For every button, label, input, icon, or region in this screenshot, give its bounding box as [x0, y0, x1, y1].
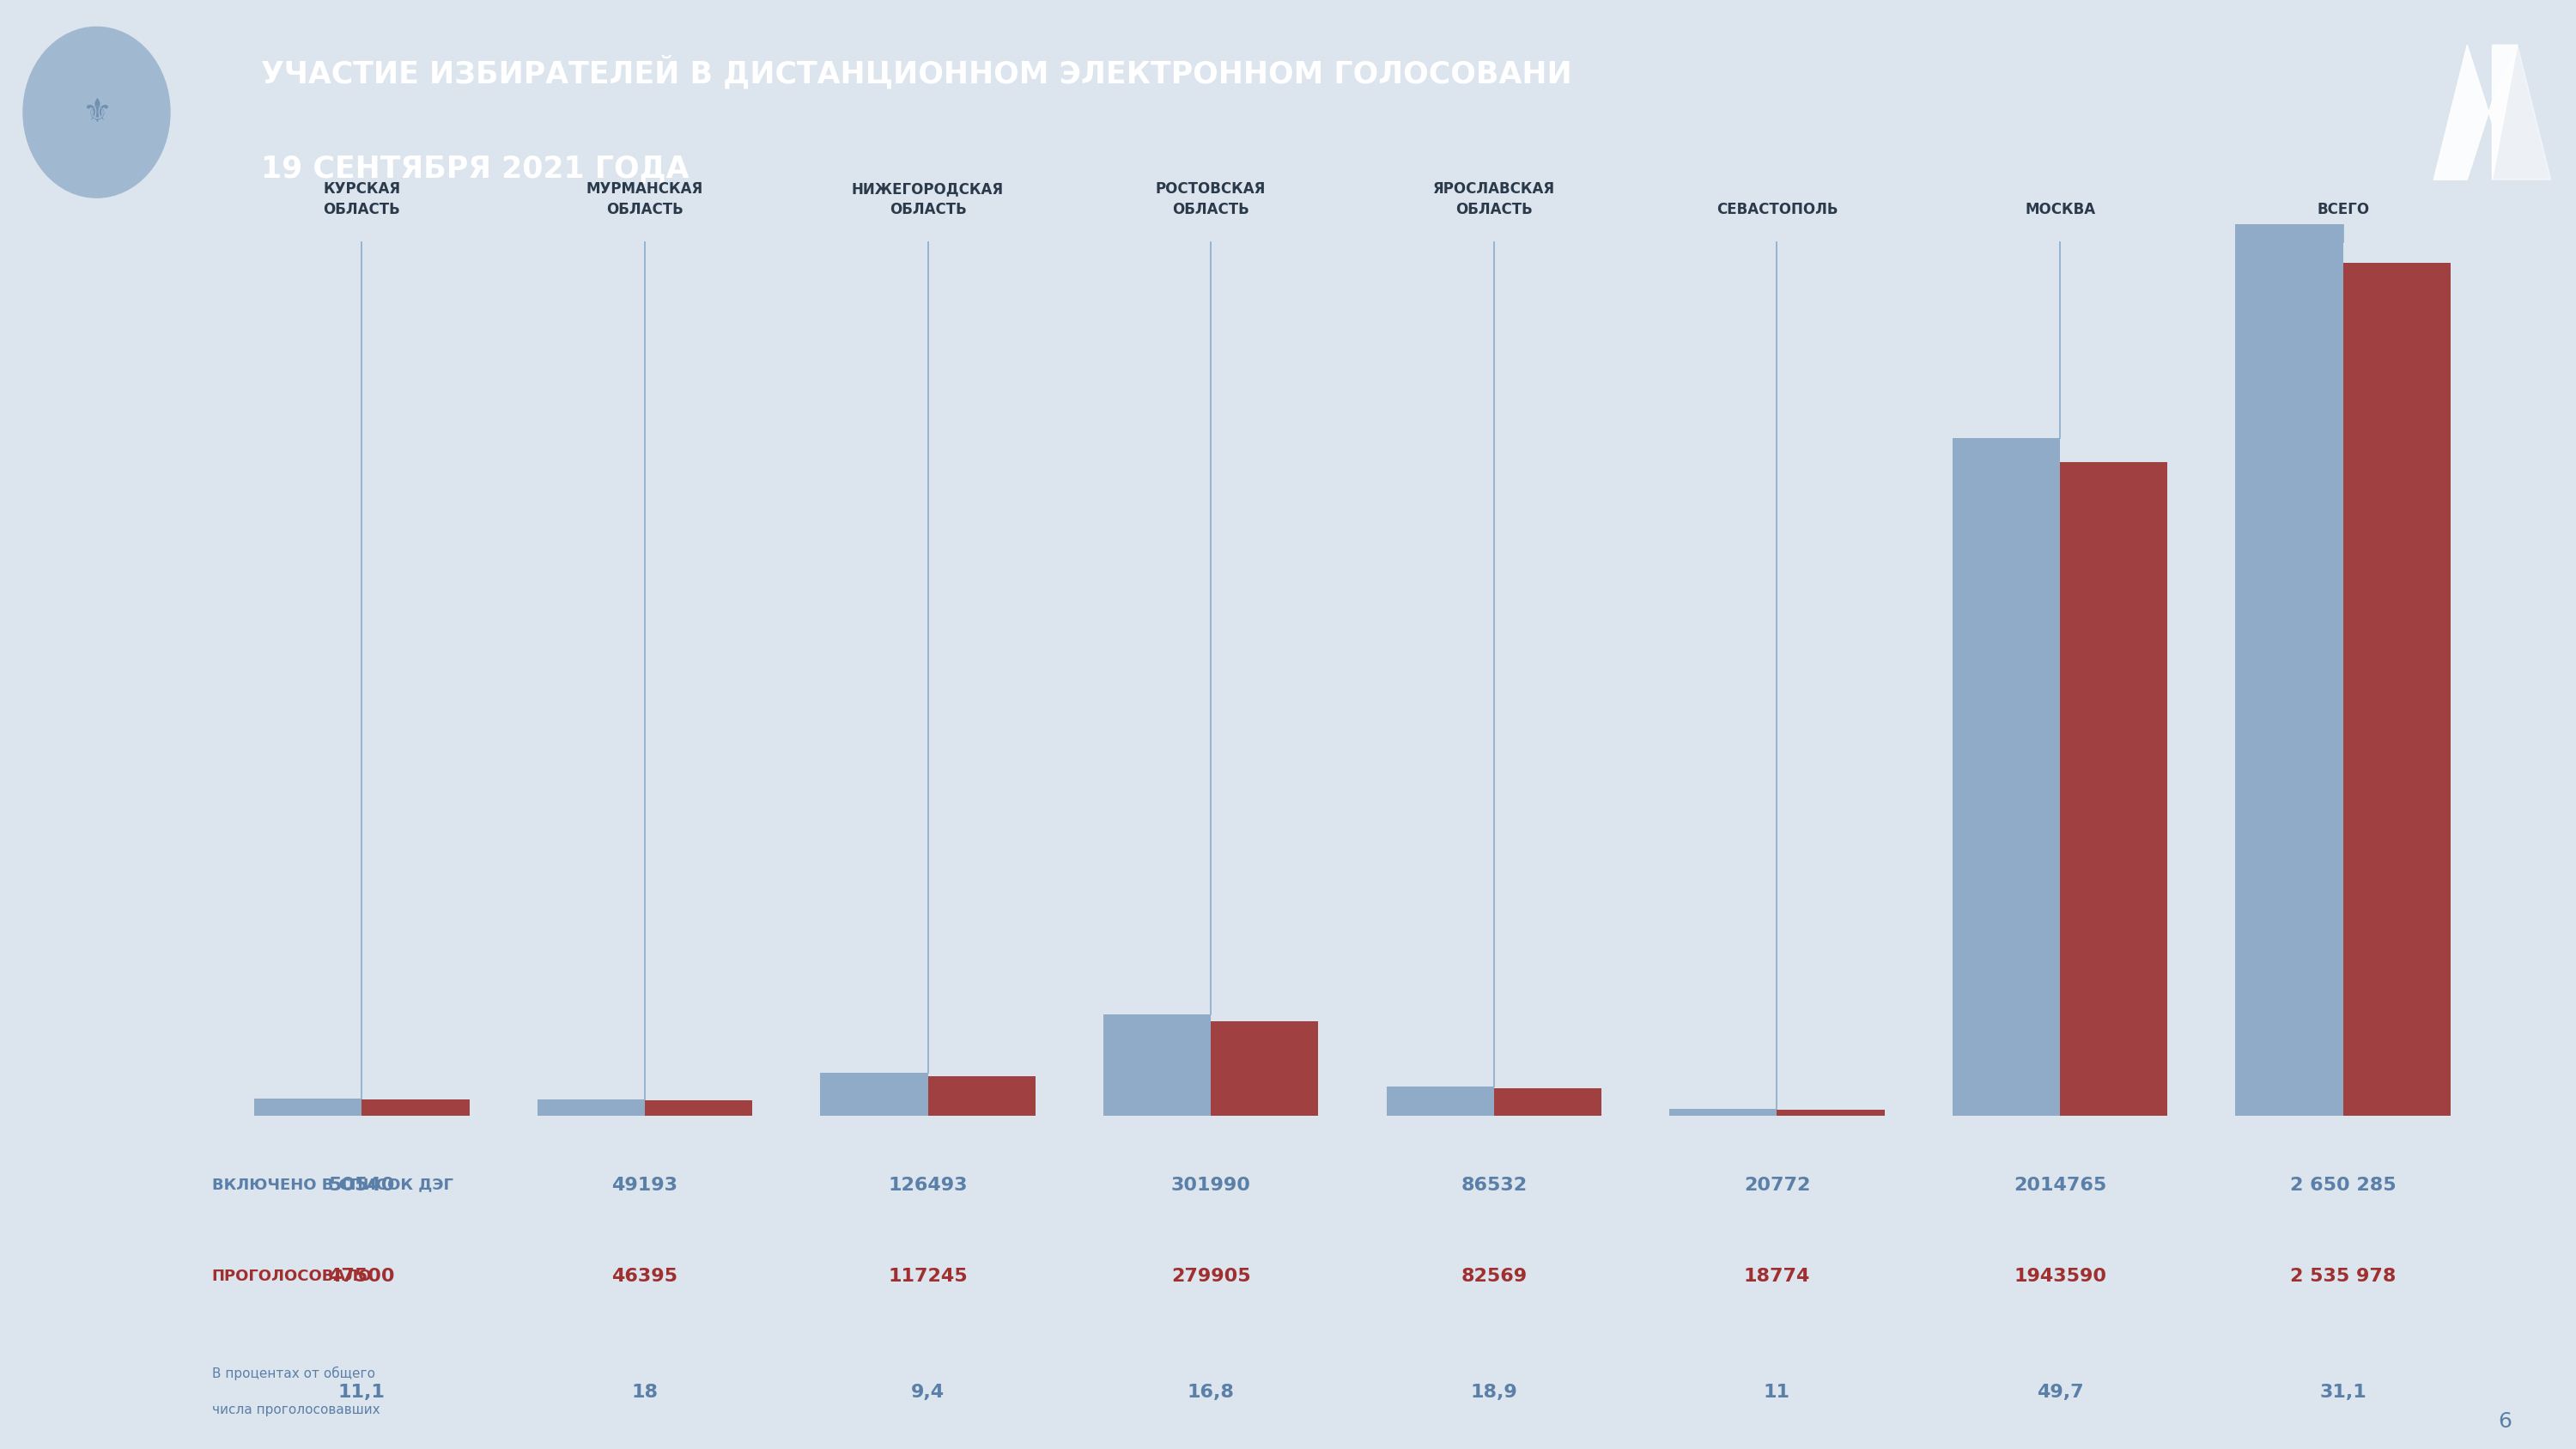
Bar [1953, 438, 2061, 1116]
Text: 49,7: 49,7 [2038, 1384, 2084, 1401]
Text: 2 650 285: 2 650 285 [2290, 1177, 2396, 1194]
Text: 9,4: 9,4 [912, 1384, 945, 1401]
Polygon shape [2434, 45, 2517, 180]
Text: МУРМАНСКАЯ
ОБЛАСТЬ: МУРМАНСКАЯ ОБЛАСТЬ [587, 181, 703, 217]
Bar [361, 1100, 469, 1116]
Text: ЯРОСЛАВСКАЯ
ОБЛАСТЬ: ЯРОСЛАВСКАЯ ОБЛАСТЬ [1432, 181, 1556, 217]
Text: 47500: 47500 [330, 1268, 394, 1285]
Bar [1103, 1014, 1211, 1116]
Bar [1777, 1110, 1886, 1116]
Bar [1211, 1022, 1319, 1116]
Text: 11,1: 11,1 [337, 1384, 386, 1401]
Text: 46395: 46395 [611, 1268, 677, 1285]
Bar [644, 1100, 752, 1116]
Text: ⚜: ⚜ [82, 96, 111, 129]
Text: 49193: 49193 [611, 1177, 677, 1194]
Bar [1494, 1088, 1602, 1116]
Text: УЧАСТИЕ ИЗБИРАТЕЛЕЙ В ДИСТАНЦИОННОМ ЭЛЕКТРОННОМ ГОЛОСОВАНИ: УЧАСТИЕ ИЗБИРАТЕЛЕЙ В ДИСТАНЦИОННОМ ЭЛЕК… [260, 55, 1571, 88]
Bar [538, 1100, 644, 1116]
Text: 19 СЕНТЯБРЯ 2021 ГОДА: 19 СЕНТЯБРЯ 2021 ГОДА [260, 154, 690, 183]
Text: 2014765: 2014765 [2014, 1177, 2107, 1194]
Text: 82569: 82569 [1461, 1268, 1528, 1285]
Text: 11: 11 [1765, 1384, 1790, 1401]
Bar [2061, 462, 2166, 1116]
Text: 18,9: 18,9 [1471, 1384, 1517, 1401]
Text: 1943590: 1943590 [2014, 1268, 2107, 1285]
Text: 117245: 117245 [889, 1268, 969, 1285]
Bar [1669, 1108, 1777, 1116]
Text: 86532: 86532 [1461, 1177, 1528, 1194]
Text: 6: 6 [2499, 1411, 2512, 1432]
Text: 31,1: 31,1 [2318, 1384, 2367, 1401]
Text: КУРСКАЯ
ОБЛАСТЬ: КУРСКАЯ ОБЛАСТЬ [322, 181, 399, 217]
Circle shape [23, 28, 170, 197]
Text: 279905: 279905 [1172, 1268, 1249, 1285]
Text: числа проголосовавших: числа проголосовавших [211, 1404, 379, 1417]
Bar [2236, 225, 2344, 1116]
Bar [2344, 264, 2450, 1116]
Text: 301990: 301990 [1172, 1177, 1252, 1194]
Text: СЕВАСТОПОЛЬ: СЕВАСТОПОЛЬ [1716, 201, 1837, 217]
Text: ПРОГОЛОСОВАЛО: ПРОГОЛОСОВАЛО [211, 1268, 371, 1284]
Text: 20772: 20772 [1744, 1177, 1811, 1194]
Text: 2 535 978: 2 535 978 [2290, 1268, 2396, 1285]
Polygon shape [2491, 45, 2550, 180]
Text: ВСЕГО: ВСЕГО [2316, 201, 2370, 217]
Text: 126493: 126493 [889, 1177, 969, 1194]
Text: 16,8: 16,8 [1188, 1384, 1234, 1401]
Bar [1386, 1087, 1494, 1116]
Text: НИЖЕГОРОДСКАЯ
ОБЛАСТЬ: НИЖЕГОРОДСКАЯ ОБЛАСТЬ [853, 181, 1005, 217]
Bar [927, 1077, 1036, 1116]
Bar [819, 1074, 927, 1116]
Text: 50540: 50540 [330, 1177, 394, 1194]
Bar [255, 1098, 361, 1116]
Text: 18: 18 [631, 1384, 657, 1401]
Text: МОСКВА: МОСКВА [2025, 201, 2094, 217]
Text: РОСТОВСКАЯ
ОБЛАСТЬ: РОСТОВСКАЯ ОБЛАСТЬ [1157, 181, 1265, 217]
Text: В процентах от общего: В процентах от общего [211, 1366, 376, 1381]
Text: 18774: 18774 [1744, 1268, 1811, 1285]
Text: ВКЛЮЧЕНО В СПИСОК ДЭГ: ВКЛЮЧЕНО В СПИСОК ДЭГ [211, 1177, 453, 1193]
